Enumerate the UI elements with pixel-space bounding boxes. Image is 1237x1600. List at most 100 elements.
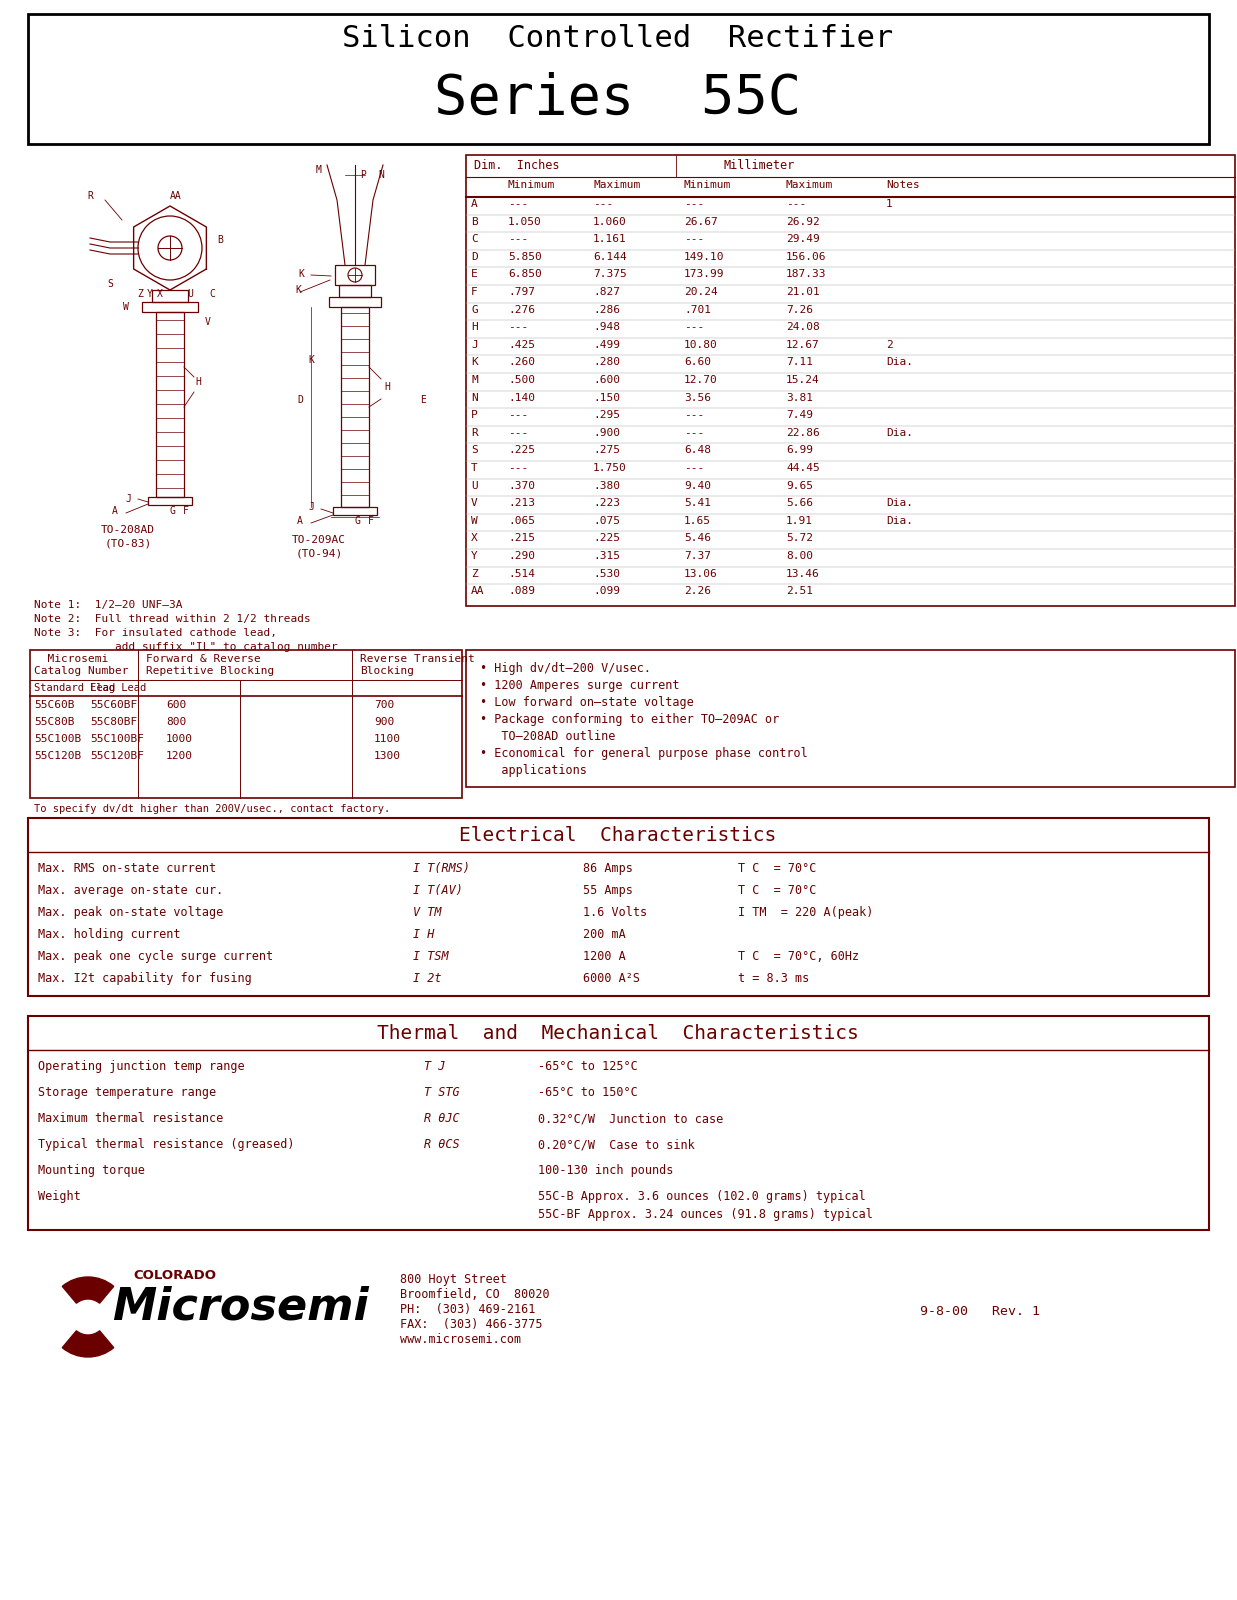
- Text: .075: .075: [593, 515, 620, 526]
- Text: Microsemi
Catalog Number: Microsemi Catalog Number: [33, 654, 129, 675]
- Text: 55C60B: 55C60B: [33, 701, 74, 710]
- Text: .290: .290: [508, 550, 534, 562]
- Text: 9.65: 9.65: [785, 480, 813, 491]
- Text: To specify dv/dt higher than 200V/usec., contact factory.: To specify dv/dt higher than 200V/usec.,…: [33, 803, 390, 814]
- Text: .948: .948: [593, 322, 620, 333]
- Text: ---: ---: [593, 198, 614, 210]
- Text: 13.06: 13.06: [684, 568, 717, 579]
- Text: E: E: [421, 395, 426, 405]
- Text: T C  = 70°C, 60Hz: T C = 70°C, 60Hz: [738, 950, 860, 963]
- Text: 6.850: 6.850: [508, 269, 542, 280]
- Text: 15.24: 15.24: [785, 374, 820, 386]
- Text: .215: .215: [508, 533, 534, 544]
- Text: 1000: 1000: [166, 734, 193, 744]
- Text: S: S: [471, 445, 477, 456]
- Text: U: U: [187, 290, 193, 299]
- Text: t = 8.3 ms: t = 8.3 ms: [738, 971, 809, 986]
- Text: Thermal  and  Mechanical  Characteristics: Thermal and Mechanical Characteristics: [377, 1024, 858, 1043]
- Text: 20.24: 20.24: [684, 286, 717, 298]
- Text: 6.99: 6.99: [785, 445, 813, 456]
- Text: Microsemi: Microsemi: [111, 1285, 369, 1328]
- Text: .499: .499: [593, 339, 620, 350]
- Text: COLORADO: COLORADO: [134, 1269, 216, 1282]
- Text: 55C120B: 55C120B: [33, 750, 82, 762]
- Text: 55C-BF Approx. 3.24 ounces (91.8 grams) typical: 55C-BF Approx. 3.24 ounces (91.8 grams) …: [538, 1208, 873, 1221]
- Text: .276: .276: [508, 304, 534, 315]
- Text: .530: .530: [593, 568, 620, 579]
- Text: 3.56: 3.56: [684, 392, 711, 403]
- Text: .286: .286: [593, 304, 620, 315]
- Text: Maximum: Maximum: [785, 179, 834, 190]
- Text: Reverse Transient
Blocking: Reverse Transient Blocking: [360, 654, 475, 675]
- Text: .223: .223: [593, 498, 620, 509]
- Text: 100-130 inch pounds: 100-130 inch pounds: [538, 1165, 673, 1178]
- Text: Max. I2t capability for fusing: Max. I2t capability for fusing: [38, 971, 252, 986]
- Text: ---: ---: [684, 410, 704, 421]
- Text: 2: 2: [886, 339, 893, 350]
- Text: 6000 A²S: 6000 A²S: [583, 971, 640, 986]
- Text: T C  = 70°C: T C = 70°C: [738, 883, 816, 898]
- Text: T J: T J: [424, 1059, 445, 1074]
- Text: .514: .514: [508, 568, 534, 579]
- Text: I T(AV): I T(AV): [413, 883, 463, 898]
- Text: Operating junction temp range: Operating junction temp range: [38, 1059, 245, 1074]
- Text: Dia.: Dia.: [886, 498, 913, 509]
- Text: 55C120BF: 55C120BF: [90, 750, 143, 762]
- Text: 9.40: 9.40: [684, 480, 711, 491]
- Bar: [152, 290, 188, 302]
- Text: R: R: [87, 190, 93, 202]
- Text: B: B: [471, 216, 477, 227]
- Text: 1300: 1300: [374, 750, 401, 762]
- Text: 7.26: 7.26: [785, 304, 813, 315]
- Text: E: E: [471, 269, 477, 280]
- Text: ---: ---: [508, 322, 528, 333]
- Bar: [341, 307, 369, 507]
- Text: X: X: [157, 290, 163, 299]
- Text: 7.11: 7.11: [785, 357, 813, 368]
- Bar: [142, 302, 198, 312]
- Text: applications: applications: [480, 765, 586, 778]
- Text: 6.48: 6.48: [684, 445, 711, 456]
- Text: 55C100B: 55C100B: [33, 734, 82, 744]
- Text: 13.46: 13.46: [785, 568, 820, 579]
- Text: Typical thermal resistance (greased): Typical thermal resistance (greased): [38, 1138, 294, 1150]
- Text: .225: .225: [593, 533, 620, 544]
- Text: 10.80: 10.80: [684, 339, 717, 350]
- Text: J: J: [471, 339, 477, 350]
- Text: 800 Hoyt Street
Broomfield, CO  80020
PH:  (303) 469-2161
FAX:  (303) 466-3775
w: 800 Hoyt Street Broomfield, CO 80020 PH:…: [400, 1274, 549, 1346]
- Text: .500: .500: [508, 374, 534, 386]
- Text: H: H: [471, 322, 477, 333]
- Text: I TSM: I TSM: [413, 950, 449, 963]
- Text: K: K: [308, 355, 314, 365]
- Text: 1.050: 1.050: [508, 216, 542, 227]
- Text: AA: AA: [171, 190, 182, 202]
- Text: Weight: Weight: [38, 1190, 80, 1203]
- Text: Note 2:  Full thread within 2 1/2 threads: Note 2: Full thread within 2 1/2 threads: [33, 614, 310, 624]
- Text: 26.92: 26.92: [785, 216, 820, 227]
- Text: 0.32°C/W  Junction to case: 0.32°C/W Junction to case: [538, 1112, 724, 1125]
- Text: ---: ---: [684, 427, 704, 438]
- Text: Dia.: Dia.: [886, 427, 913, 438]
- Bar: [30, 650, 461, 798]
- Text: .213: .213: [508, 498, 534, 509]
- Text: ---: ---: [684, 462, 704, 474]
- Text: 1.6 Volts: 1.6 Volts: [583, 906, 647, 918]
- Text: .089: .089: [508, 586, 534, 597]
- Text: ---: ---: [508, 427, 528, 438]
- Text: 1100: 1100: [374, 734, 401, 744]
- Text: Dia.: Dia.: [886, 357, 913, 368]
- Text: Notes: Notes: [886, 179, 920, 190]
- Text: P: P: [360, 170, 366, 179]
- Text: K: K: [298, 269, 304, 278]
- Text: Mounting torque: Mounting torque: [38, 1165, 145, 1178]
- Text: I TM  = 220 A(peak): I TM = 220 A(peak): [738, 906, 873, 918]
- Text: 55C-B Approx. 3.6 ounces (102.0 grams) typical: 55C-B Approx. 3.6 ounces (102.0 grams) t…: [538, 1190, 866, 1203]
- Text: S: S: [108, 278, 113, 290]
- Text: 55 Amps: 55 Amps: [583, 883, 633, 898]
- Text: ---: ---: [508, 410, 528, 421]
- Text: Electrical  Characteristics: Electrical Characteristics: [459, 826, 777, 845]
- Text: 200 mA: 200 mA: [583, 928, 626, 941]
- Text: 156.06: 156.06: [785, 251, 826, 262]
- Text: Flag Lead: Flag Lead: [90, 683, 146, 693]
- Bar: [28, 1016, 1209, 1230]
